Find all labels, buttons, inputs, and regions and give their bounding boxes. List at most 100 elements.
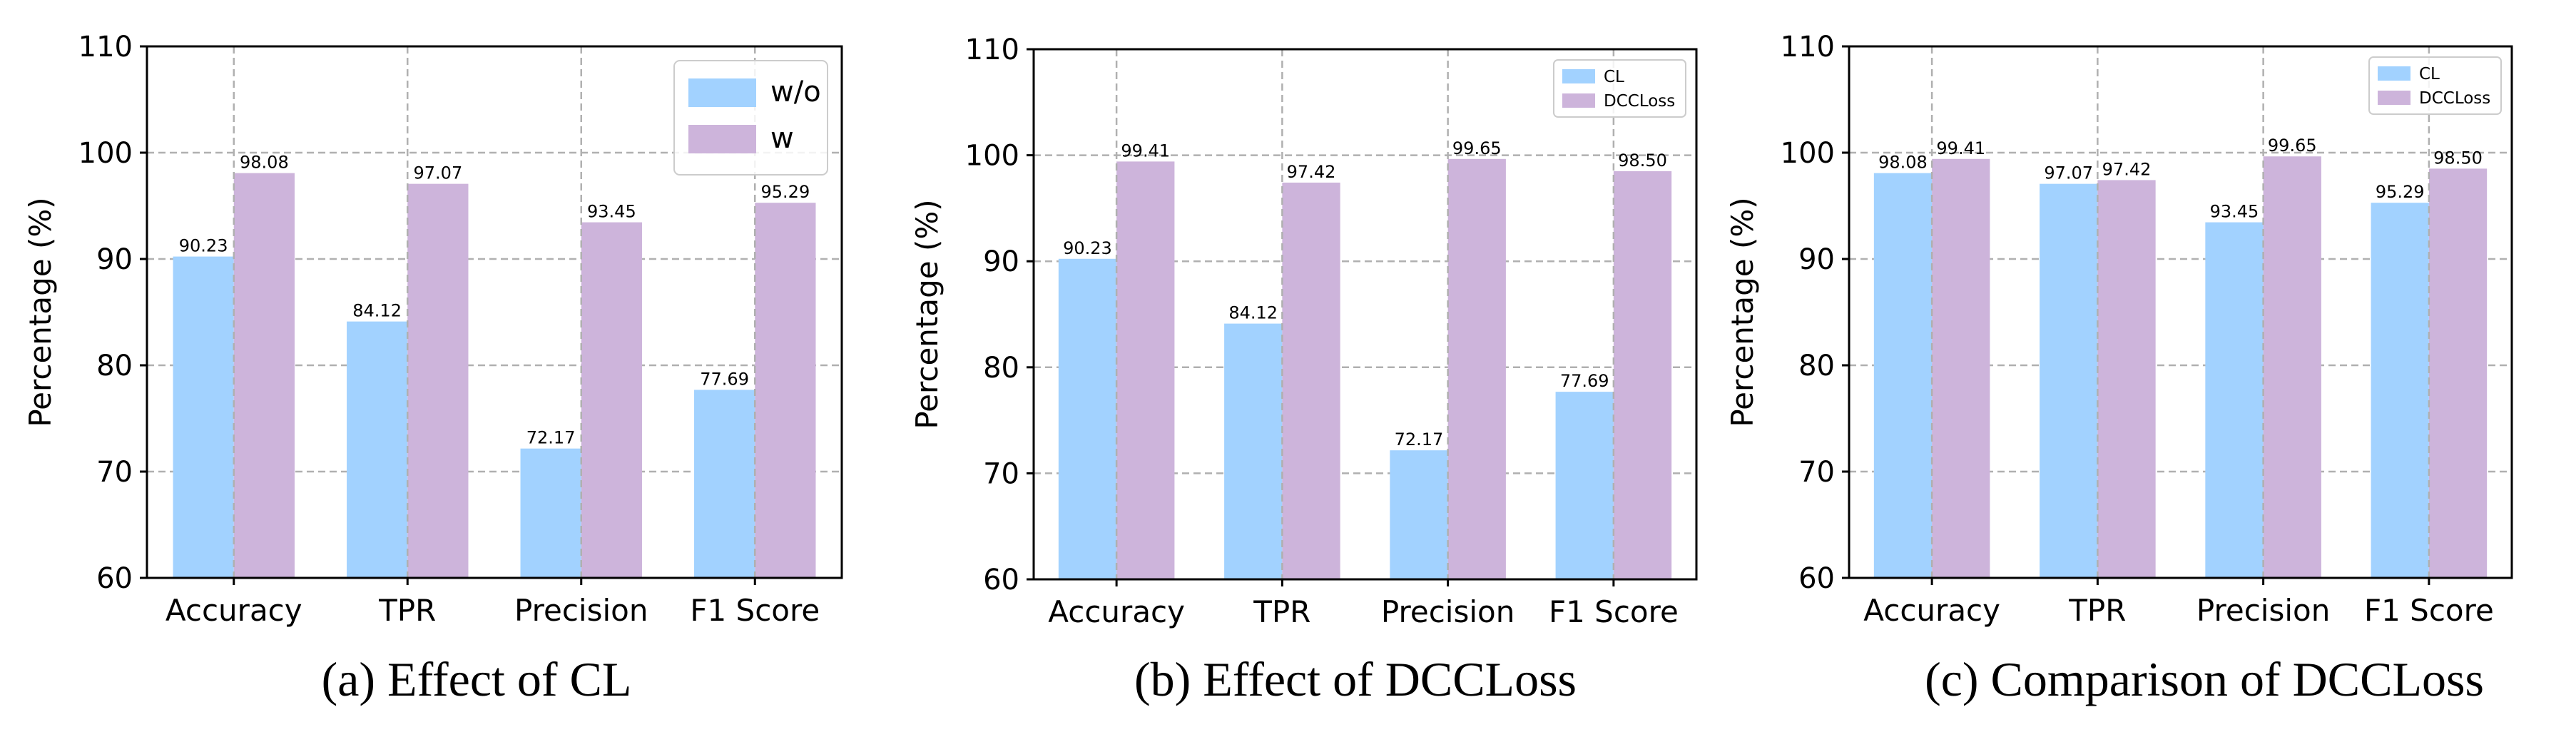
x-tick-label: Precision — [1381, 594, 1514, 629]
bar-dccloss-3 — [2428, 168, 2488, 579]
data-label: 97.42 — [1287, 162, 1336, 182]
bar-w-2 — [581, 222, 642, 578]
legend-label: w — [770, 122, 794, 155]
bar-cl-2 — [2205, 222, 2264, 578]
data-label: 90.23 — [1063, 238, 1112, 258]
legend: CL DCCLoss — [1553, 59, 1686, 118]
legend: w/o w — [673, 60, 828, 176]
axes-frame — [1848, 45, 2513, 579]
bar-cl-0 — [1873, 173, 1933, 578]
y-tick-label: 60 — [983, 564, 1019, 596]
panel-caption: (c) Comparison of DCCLoss — [1925, 652, 2484, 706]
data-label: 90.23 — [179, 236, 228, 256]
y-tick-label: 60 — [1798, 562, 1835, 595]
data-label: 72.17 — [526, 428, 576, 448]
data-label: 77.69 — [1560, 371, 1609, 391]
x-tick-label: TPR — [1253, 594, 1310, 629]
y-tick-label: 80 — [1798, 350, 1835, 382]
x-tick-label: Accuracy — [166, 593, 302, 628]
data-label: 97.07 — [414, 163, 463, 183]
x-tick-label: F1 Score — [1549, 594, 1679, 629]
data-label: 98.50 — [2433, 148, 2483, 168]
legend-swatch — [2378, 66, 2410, 81]
data-label: 93.45 — [587, 202, 636, 222]
chart-panel-1: 90.23 84.12 72.17 77.69 98.08 97.07 93.45 95.29… — [23, 31, 843, 706]
x-tick-label: TPR — [2068, 593, 2126, 628]
y-tick-label: 90 — [1798, 243, 1835, 276]
y-tick-label: 60 — [96, 562, 133, 595]
bar-dccloss-1 — [2097, 180, 2156, 578]
bar-cl-0 — [1058, 258, 1117, 579]
bar-w-o-3 — [694, 390, 755, 578]
y-axis-label: Percentage (%) — [910, 199, 945, 429]
y-tick-label: 80 — [983, 352, 1019, 385]
data-label: 99.65 — [1452, 138, 1502, 158]
x-tick-label: Accuracy — [1863, 593, 2000, 628]
x-tick-label: Accuracy — [1048, 594, 1185, 629]
y-tick-label: 80 — [96, 350, 133, 382]
bar-cl-1 — [2040, 183, 2098, 579]
data-label: 98.08 — [240, 153, 289, 173]
bar-cl-2 — [1390, 450, 1448, 579]
data-label: 99.65 — [2268, 136, 2317, 156]
data-label: 93.45 — [2210, 202, 2259, 222]
panel-caption: (a) Effect of CL — [322, 652, 632, 706]
x-tick-label: Precision — [514, 593, 648, 628]
y-tick-label: 100 — [1781, 137, 1835, 170]
y-tick-label: 70 — [983, 457, 1019, 490]
bar-dccloss-1 — [1282, 182, 1340, 580]
y-tick-label: 100 — [78, 137, 133, 170]
legend-label: DCCLoss — [1604, 92, 1675, 111]
bar-cl-1 — [1224, 323, 1283, 579]
legend-swatch — [1562, 93, 1595, 108]
x-tick-label: F1 Score — [2364, 593, 2494, 628]
y-tick-label: 110 — [965, 34, 1019, 66]
chart-panel-2: 90.23 84.12 72.17 77.69 99.41 97.42 99.65 98.50… — [910, 34, 1698, 706]
legend-label: DCCLoss — [2419, 89, 2490, 108]
x-tick-label: Precision — [2196, 593, 2330, 628]
legend-label: CL — [2419, 65, 2440, 83]
panel-caption: (b) Effect of DCCLoss — [1134, 652, 1577, 706]
bar-w-o-1 — [347, 321, 408, 578]
legend-swatch — [2378, 91, 2410, 105]
y-tick-label: 110 — [78, 31, 133, 63]
legend: CL DCCLoss — [2368, 56, 2502, 115]
data-label: 97.07 — [2044, 163, 2093, 183]
bar-w-1 — [407, 183, 469, 579]
y-tick-label: 100 — [965, 140, 1019, 173]
bar-dccloss-2 — [1447, 158, 1506, 579]
legend-label: CL — [1604, 68, 1624, 86]
chart-panel-3: 98.08 97.07 93.45 95.29 99.41 97.42 99.65 98.50… — [1725, 31, 2513, 706]
bar-dccloss-0 — [1116, 161, 1175, 579]
bar-w-o-2 — [520, 448, 581, 578]
bar-dccloss-3 — [1613, 171, 1672, 579]
y-tick-label: 110 — [1781, 31, 1835, 63]
bar-w-o-0 — [173, 256, 234, 578]
data-label: 99.41 — [1121, 141, 1170, 161]
bar-dccloss-2 — [2263, 156, 2321, 579]
legend-swatch — [688, 78, 756, 107]
data-label: 98.50 — [1618, 151, 1667, 171]
y-tick-label: 70 — [96, 456, 133, 489]
y-tick-label: 70 — [1798, 456, 1835, 489]
data-label: 77.69 — [700, 369, 749, 389]
legend-label: w/o — [770, 76, 821, 108]
data-label: 95.29 — [761, 182, 810, 202]
data-label: 97.42 — [2102, 159, 2152, 179]
data-label: 84.12 — [1228, 303, 1278, 323]
y-tick-label: 90 — [96, 243, 133, 276]
data-label: 72.17 — [1395, 430, 1444, 449]
bar-w-0 — [233, 173, 295, 578]
y-axis-label: Percentage (%) — [1725, 197, 1760, 427]
axes-frame — [1032, 48, 1698, 581]
bar-cl-3 — [1555, 392, 1614, 579]
data-label: 99.41 — [1936, 138, 1985, 158]
data-label: 84.12 — [352, 301, 402, 321]
bar-dccloss-0 — [1932, 158, 1990, 578]
bar-w-3 — [755, 203, 816, 579]
x-tick-label: F1 Score — [690, 593, 820, 628]
x-tick-label: TPR — [378, 593, 436, 628]
bar-cl-3 — [2371, 203, 2429, 579]
axes-frame — [146, 45, 843, 579]
